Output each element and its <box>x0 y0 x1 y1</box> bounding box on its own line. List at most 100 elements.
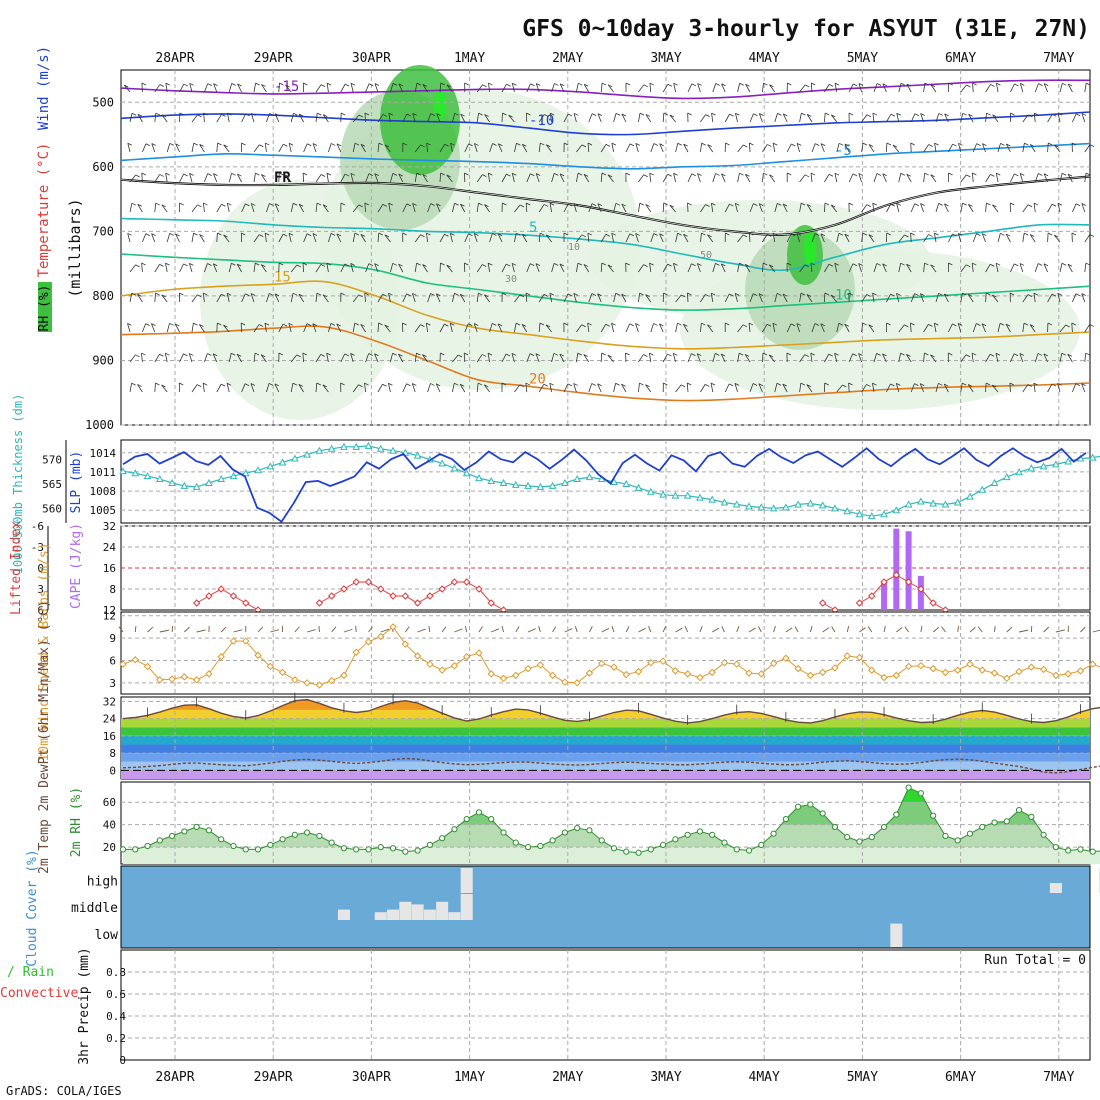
rh-marker <box>782 815 789 823</box>
wind-barb <box>1029 234 1036 243</box>
wind-barb <box>683 234 689 243</box>
wind-barb <box>772 143 776 153</box>
wind-barb-flag <box>135 354 140 358</box>
wind-barb-flag <box>529 263 535 267</box>
wind-barb <box>762 83 764 93</box>
wind-barb <box>487 263 490 273</box>
wind-barb-flag <box>278 262 284 266</box>
wind-barb <box>830 114 838 123</box>
thickness-marker <box>978 485 987 493</box>
wind-barb <box>236 354 242 363</box>
wind-barb <box>686 382 689 393</box>
wind-barb-flag <box>608 84 613 88</box>
wind-barb <box>549 203 552 213</box>
wind-barb-flag <box>179 382 184 386</box>
wind-barb-flag <box>952 143 957 147</box>
wind-barb-flag <box>384 324 389 328</box>
wind-barb <box>216 204 222 213</box>
wind-barb <box>298 113 304 123</box>
rh-marker <box>917 790 924 797</box>
wind-barb <box>700 233 702 243</box>
wind-barb <box>212 353 218 363</box>
wind-barb <box>336 143 342 153</box>
wind-barb-flag <box>742 324 748 328</box>
wind-barb-flag <box>326 352 331 356</box>
wind-barb-flag <box>388 382 393 386</box>
wind-barb-flag <box>990 174 995 177</box>
cape-tick-label: 24 <box>103 541 117 554</box>
rh-tick-label: 20 <box>103 841 116 854</box>
wind-barb-flag <box>165 82 170 86</box>
thickness-marker <box>1052 460 1060 468</box>
lifted-index-marker <box>904 578 913 586</box>
wind-barb <box>1071 322 1073 333</box>
wind-barb-flag <box>1044 83 1049 87</box>
wind-barb <box>960 264 967 273</box>
wind-speed-marker <box>462 653 471 661</box>
wind-barb-flag <box>422 84 428 87</box>
wind-barb <box>390 83 394 93</box>
wind-barb-flag <box>1033 382 1038 386</box>
panel-frame <box>120 949 1091 1061</box>
wind-barb-flag <box>412 383 417 386</box>
wind-barb <box>538 294 545 303</box>
wind-barb-flag <box>535 353 541 357</box>
temperature-contour-label: 10 <box>835 287 852 303</box>
wind-barb <box>588 383 593 393</box>
wind-barb <box>253 144 260 153</box>
wind-barb <box>1005 233 1011 243</box>
wind-barb <box>303 233 308 243</box>
wind-barb-flag <box>653 233 658 236</box>
wind-barb-flag <box>858 173 863 176</box>
wind-barb-flag <box>948 262 953 266</box>
wind-barb <box>923 83 926 93</box>
wind-barb-flag <box>298 203 304 207</box>
wind-barb-flag <box>261 264 266 267</box>
wind-barb-flag <box>862 322 867 326</box>
wind-barb <box>745 174 751 183</box>
wind-barb-flag <box>559 263 565 267</box>
wind-barb <box>1072 113 1077 123</box>
wind-barb <box>673 173 676 183</box>
wind-barb-flag <box>340 382 345 386</box>
thickness-marker <box>192 482 201 490</box>
wind-barb <box>390 353 393 363</box>
wind-barb-flag <box>900 262 905 266</box>
wind-barb <box>769 84 776 93</box>
wind-barb <box>377 114 384 123</box>
wind-barb-flag <box>952 233 957 237</box>
wind-barb-flag <box>587 322 592 326</box>
wind-barb-flag <box>159 264 164 267</box>
wind-barb-flag <box>900 172 906 176</box>
wind-barb <box>253 353 256 363</box>
wind-barb-flag <box>316 202 322 206</box>
wind-barb <box>237 83 242 93</box>
wind-barb-flag <box>360 324 365 327</box>
top-day-label: 5MAY <box>847 51 878 66</box>
wind-barb-flag <box>962 382 967 386</box>
wind-barb-flag <box>1067 173 1073 177</box>
wind-barb <box>449 323 453 333</box>
thickness-marker <box>941 500 950 508</box>
wind-barb <box>476 174 483 183</box>
wind-barb-flag <box>382 114 388 117</box>
wind-barb <box>476 113 480 123</box>
wind-barb <box>129 264 136 273</box>
wind-barb-flag <box>667 173 672 177</box>
wind-barb <box>799 354 806 363</box>
wind-barb <box>1057 203 1061 213</box>
wind-barb <box>796 233 800 243</box>
wind-barb <box>799 264 806 273</box>
wind-barb-flag <box>549 292 555 296</box>
wind-barb <box>427 293 431 303</box>
wind-barb <box>985 292 987 303</box>
wind-barb-flag <box>848 112 854 116</box>
wind-barb <box>216 294 222 303</box>
wind-barb <box>266 203 270 213</box>
precip-total-legend: Total / Rain <box>0 965 54 980</box>
thickness-marker <box>536 482 545 490</box>
wind-barb-flag <box>344 263 350 267</box>
wind-barb-flag <box>258 234 264 237</box>
wind-barb-flag <box>766 234 772 237</box>
